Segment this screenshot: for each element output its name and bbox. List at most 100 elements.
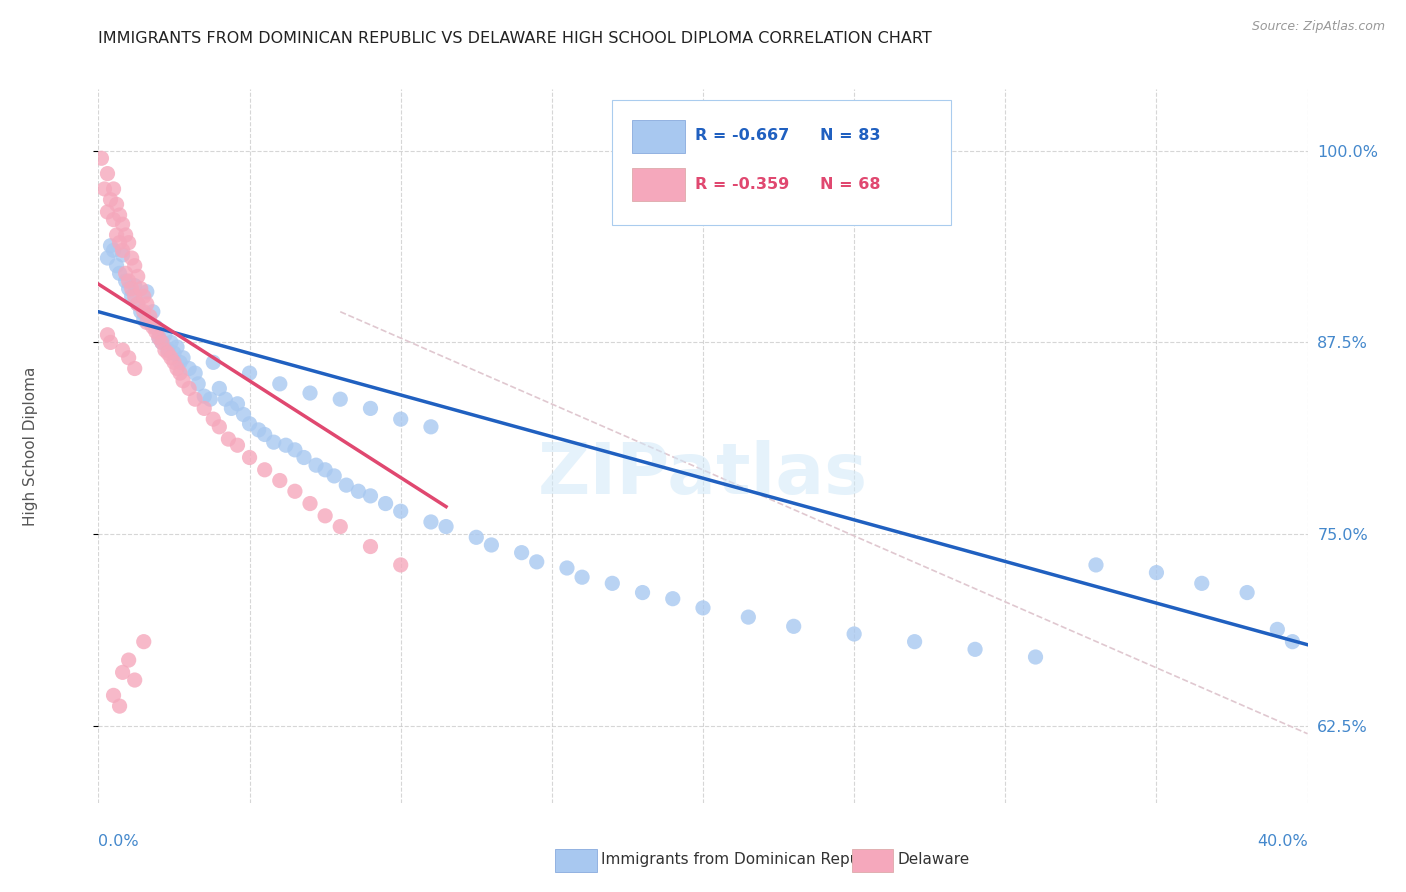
Point [114, 274, 136, 288]
Point [1085, 558, 1108, 572]
Point [360, 540, 382, 554]
Point [299, 386, 322, 401]
Point [114, 266, 136, 280]
Point [263, 435, 285, 450]
Point [121, 289, 143, 303]
Point [129, 282, 152, 296]
Point [96, 251, 118, 265]
Point [105, 259, 128, 273]
Point [329, 519, 352, 533]
Point [783, 619, 806, 633]
Point [118, 282, 141, 296]
Point [127, 297, 149, 311]
Point [299, 497, 322, 511]
Point [214, 392, 236, 407]
Point [132, 289, 155, 303]
Point [187, 376, 209, 391]
Point [844, 627, 866, 641]
Point [142, 304, 165, 318]
Point [347, 484, 370, 499]
Point [108, 235, 131, 250]
Text: R = -0.667: R = -0.667 [695, 128, 789, 143]
Point [114, 227, 136, 242]
Point [103, 212, 125, 227]
FancyBboxPatch shape [555, 849, 596, 872]
Point [139, 316, 162, 330]
Point [292, 450, 315, 465]
Point [1191, 576, 1213, 591]
Point [121, 282, 143, 296]
Point [111, 343, 134, 357]
Point [510, 546, 533, 560]
Point [96, 327, 118, 342]
Point [239, 417, 262, 431]
Text: 0.0%: 0.0% [98, 834, 139, 849]
Point [156, 346, 179, 360]
Point [184, 392, 207, 407]
Point [108, 266, 131, 280]
Point [153, 327, 176, 342]
Point [163, 355, 186, 369]
Point [105, 197, 128, 211]
Point [100, 193, 122, 207]
Point [1267, 623, 1289, 637]
Point [179, 361, 201, 376]
Point [314, 463, 336, 477]
Point [150, 335, 173, 350]
Point [481, 538, 503, 552]
Point [555, 561, 578, 575]
Point [160, 351, 183, 365]
Text: N = 68: N = 68 [820, 177, 880, 192]
Point [105, 227, 128, 242]
Point [737, 610, 759, 624]
Point [1024, 650, 1046, 665]
Point [118, 653, 141, 667]
Point [145, 320, 167, 334]
Point [1236, 585, 1258, 599]
Point [226, 397, 249, 411]
Point [127, 269, 149, 284]
Point [166, 340, 188, 354]
Point [226, 438, 249, 452]
Point [323, 469, 346, 483]
Point [139, 310, 162, 324]
Point [253, 427, 276, 442]
Point [202, 355, 225, 369]
FancyBboxPatch shape [631, 169, 685, 202]
Point [269, 474, 291, 488]
Point [127, 297, 149, 311]
Point [239, 366, 262, 380]
Point [135, 285, 157, 299]
Point [329, 392, 352, 407]
Point [90, 151, 112, 165]
Point [232, 408, 254, 422]
Point [108, 208, 131, 222]
Point [965, 642, 987, 657]
Point [111, 217, 134, 231]
Point [124, 259, 146, 273]
Text: Delaware: Delaware [897, 853, 970, 867]
Point [631, 585, 654, 599]
Point [148, 331, 170, 345]
Point [221, 401, 243, 416]
Point [172, 374, 194, 388]
Point [172, 351, 194, 365]
Point [184, 366, 207, 380]
Point [124, 278, 146, 293]
Point [360, 489, 382, 503]
Text: Immigrants from Dominican Republic: Immigrants from Dominican Republic [602, 853, 887, 867]
Point [169, 355, 191, 369]
Point [103, 182, 125, 196]
Point [202, 412, 225, 426]
Text: R = -0.359: R = -0.359 [695, 177, 789, 192]
Point [1144, 566, 1167, 580]
Point [100, 238, 122, 252]
Point [132, 312, 155, 326]
Point [526, 555, 548, 569]
Point [662, 591, 685, 606]
Point [163, 346, 186, 360]
Point [602, 576, 624, 591]
Text: Source: ZipAtlas.com: Source: ZipAtlas.com [1251, 20, 1385, 33]
FancyBboxPatch shape [631, 120, 685, 153]
Point [208, 419, 231, 434]
